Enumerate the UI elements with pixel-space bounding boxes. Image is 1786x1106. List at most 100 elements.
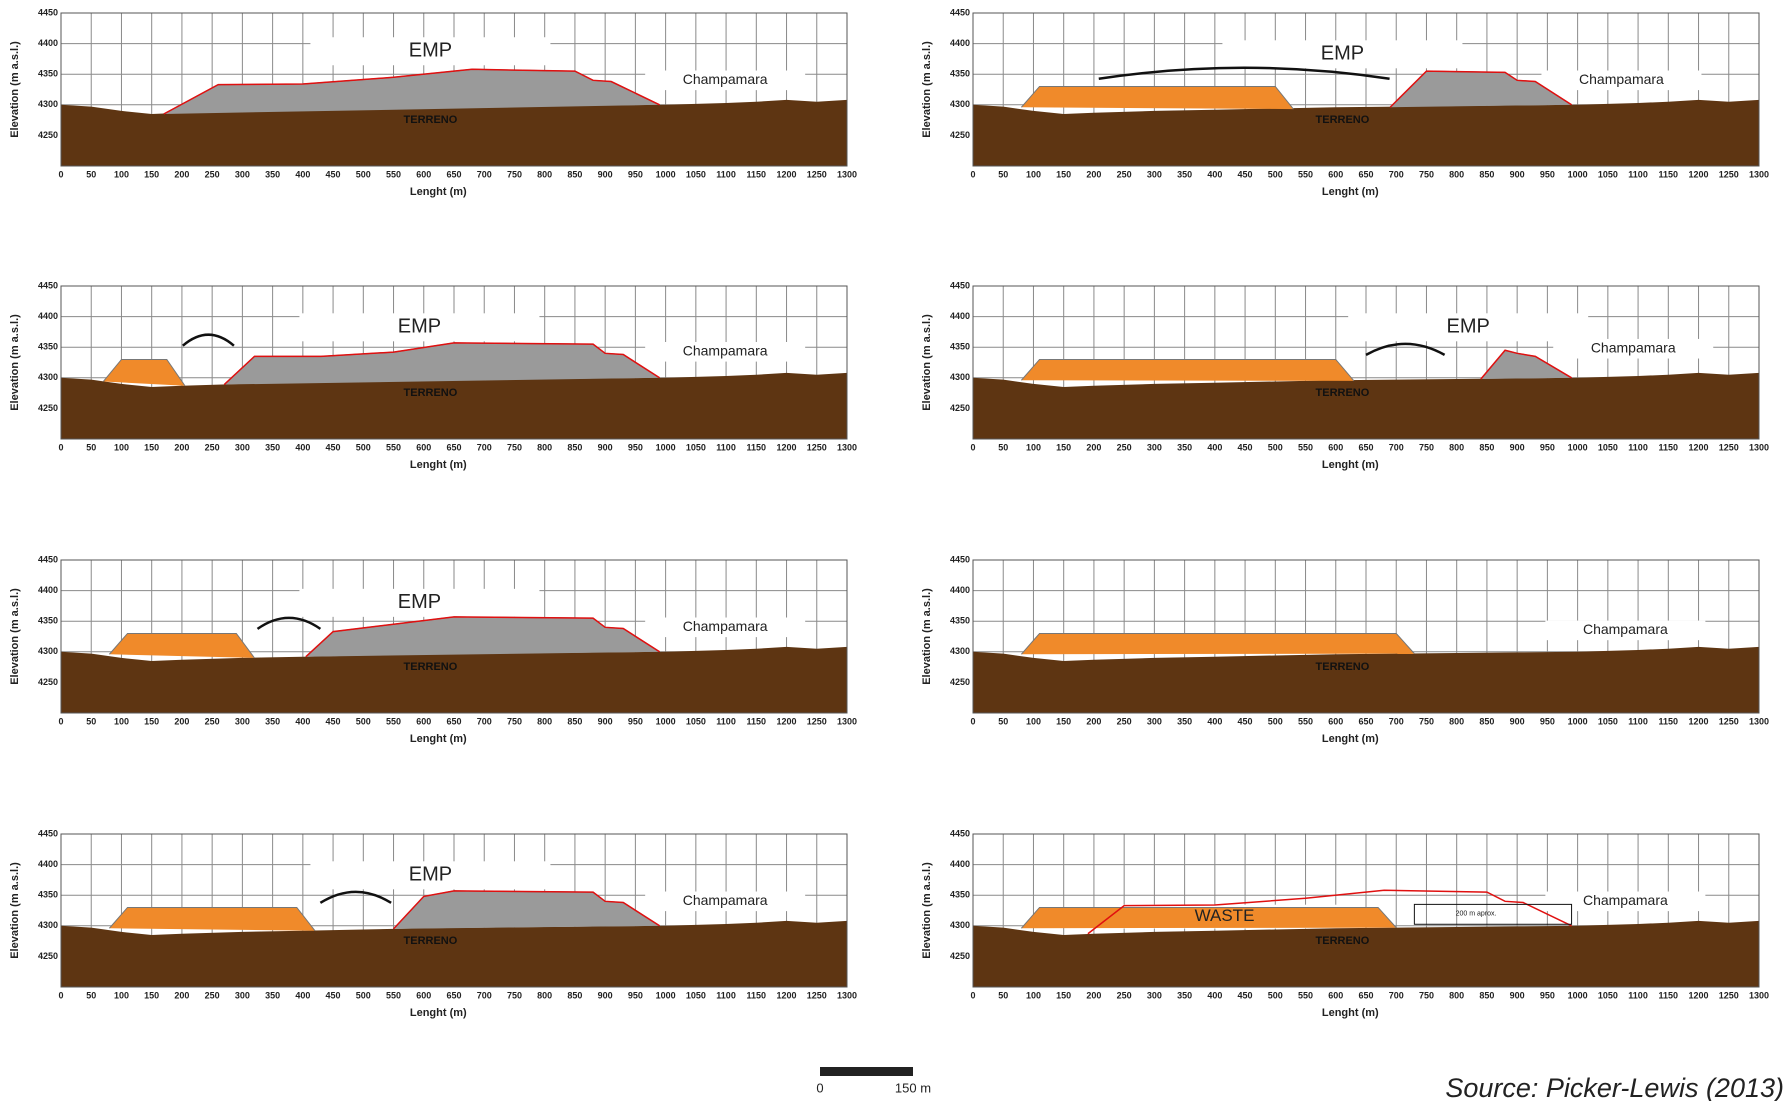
waste-pile [1020,632,1415,655]
dimension-box [1413,903,1573,925]
x-tick-label: 850 [567,716,582,726]
x-tick-label: 800 [1449,169,1464,179]
x-tick-label: 1150 [747,990,767,1000]
panel: 0 50 100 150 200 250 300 350 400 450 500 550 600 650 7… [921,280,1769,471]
x-tick-label: 250 [1117,169,1132,179]
x-tick-label: 850 [567,169,582,179]
y-tick-label: 4250 [38,951,58,961]
section-label: Champamara [1591,339,1676,355]
emp-outline [305,616,660,658]
x-tick-label: 1300 [837,716,857,726]
x-tick-label: 1300 [837,169,857,179]
x-tick-label: 1100 [1628,716,1648,726]
x-tick-label: 750 [1419,442,1434,452]
x-tick-label: 1250 [1719,716,1739,726]
x-tick-label: 100 [1026,990,1041,1000]
x-tick-label: 250 [1117,716,1132,726]
x-tick-label: 0 [58,442,63,452]
x-tick-label: 1150 [747,442,767,452]
ground [973,920,1759,987]
x-tick-label: 600 [416,442,431,452]
y-tick-label: 4250 [38,677,58,687]
x-tick-label: 150 [144,716,159,726]
x-tick-label: 750 [1419,169,1434,179]
x-tick-label: 850 [1479,716,1494,726]
x-tick-label: 850 [1479,169,1494,179]
x-tick-label: 50 [86,990,96,1000]
y-axis-label: Elevation (m a.s.l.) [9,588,21,685]
section-label: Champamara [683,618,768,634]
x-tick-label: 250 [205,990,220,1000]
y-tick-label: 4450 [950,280,970,290]
y-tick-label: 4350 [950,616,970,626]
x-tick-label: 650 [1358,442,1373,452]
x-tick-label: 850 [567,442,582,452]
y-tick-label: 4300 [950,372,970,382]
label-box [645,617,806,638]
section-label: Champamara [683,342,768,358]
y-tick-label: 4400 [38,38,58,48]
ground-label: TERRENO [404,935,458,947]
arrow-arc [182,333,235,347]
x-tick-label: 1100 [716,990,736,1000]
x-tick-label: 1000 [656,990,676,1000]
x-tick-label: 500 [356,442,371,452]
ground-label: TERRENO [404,114,458,126]
x-tick-label: 100 [1026,169,1041,179]
x-tick-label: 350 [1177,990,1192,1000]
x-tick-label: 650 [1358,169,1373,179]
x-tick-label: 150 [144,169,159,179]
x-tick-label: 400 [1207,990,1222,1000]
x-tick-label: 1150 [1659,169,1679,179]
x-axis-label: Lenght (m) [410,1007,467,1019]
x-tick-label: 900 [1510,990,1525,1000]
x-tick-label: 300 [1147,990,1162,1000]
y-axis-label: Elevation (m a.s.l.) [9,314,21,411]
x-tick-label: 1100 [1628,442,1648,452]
x-tick-label: 500 [356,990,371,1000]
x-tick-label: 1250 [807,990,827,1000]
waste-pile [1020,85,1294,110]
waste-pile [108,632,255,659]
x-tick-label: 650 [446,716,461,726]
x-tick-label: 1000 [1568,716,1588,726]
label-box [1545,620,1706,641]
emp-outline [223,342,660,386]
x-tick-label: 100 [114,169,129,179]
y-tick-label: 4450 [950,7,970,17]
x-tick-label: 350 [1177,169,1192,179]
x-tick-label: 500 [1268,442,1283,452]
x-tick-label: 450 [1238,990,1253,1000]
x-tick-label: 300 [235,716,250,726]
x-tick-label: 1200 [777,169,797,179]
x-tick-label: 900 [598,716,613,726]
label-box [645,70,806,91]
emp-outline [1087,889,1572,935]
ground [61,372,847,439]
x-tick-label: 1200 [777,716,797,726]
y-axis-label: Elevation (m a.s.l.) [9,41,21,138]
section-label: Champamara [1583,621,1668,637]
x-tick-label: 200 [1086,169,1101,179]
x-tick-label: 650 [446,169,461,179]
plot-frame [972,559,1760,714]
x-tick-label: 400 [1207,442,1222,452]
x-tick-label: 550 [1298,716,1313,726]
section-label: EMP [1447,316,1490,338]
x-tick-label: 950 [628,169,643,179]
x-tick-label: 1100 [716,716,736,726]
y-tick-label: 4300 [38,646,58,656]
y-tick-label: 4400 [950,859,970,869]
x-tick-label: 850 [1479,442,1494,452]
x-tick-label: 600 [416,990,431,1000]
ground [973,372,1759,439]
y-tick-label: 4400 [38,311,58,321]
y-axis-label: Elevation (m a.s.l.) [921,41,933,138]
x-tick-label: 1000 [1568,990,1588,1000]
waste-pile [108,906,316,932]
x-tick-label: 600 [1328,716,1343,726]
x-tick-label: 350 [265,990,280,1000]
x-tick-label: 900 [598,990,613,1000]
x-tick-label: 1250 [1719,169,1739,179]
x-axis-label: Lenght (m) [1322,1007,1379,1019]
